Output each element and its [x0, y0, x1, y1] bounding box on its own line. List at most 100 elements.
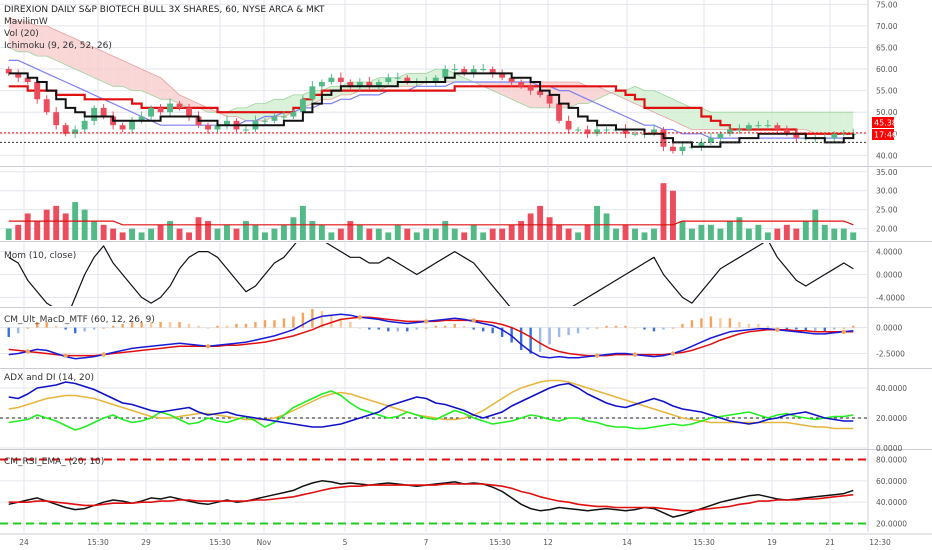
macd-cross-dot	[775, 327, 780, 332]
volume-bar	[394, 224, 401, 240]
macd-histogram-bar	[538, 327, 542, 352]
volume-bar	[679, 221, 686, 240]
x-tick-label: 21	[825, 538, 835, 547]
macd-histogram-bar	[671, 327, 675, 329]
macd-histogram-bar	[548, 327, 551, 345]
candle-body	[594, 129, 600, 134]
rsi-ema-line	[8, 483, 854, 512]
volume-panel[interactable]	[5, 183, 857, 240]
macd-histogram-bar	[852, 325, 855, 328]
macd-histogram-bar	[339, 318, 343, 328]
macd-histogram-bar	[823, 327, 826, 332]
macd-histogram-bar	[254, 322, 257, 328]
volume-bar	[603, 213, 610, 240]
candle-body	[176, 103, 183, 108]
last-price-tag: 45.38	[872, 117, 897, 128]
macd-histogram-bar	[26, 327, 29, 329]
y-tick-label: 0.0000	[876, 271, 902, 280]
macd-histogram-bar	[92, 327, 96, 330]
ichimoku-cloud-segment	[682, 103, 692, 130]
candle-body	[157, 107, 164, 113]
candle-body	[432, 77, 439, 82]
volume-bar	[356, 224, 363, 240]
ichimoku-cloud-segment	[805, 112, 816, 134]
volume-bar	[594, 205, 600, 240]
candle-body	[840, 133, 847, 135]
candle-body	[53, 112, 60, 126]
candle-body	[309, 86, 316, 100]
y-tick-label: -4.0000	[876, 293, 905, 302]
macd-histogram-bar	[633, 327, 637, 329]
macd-histogram-bar	[244, 323, 248, 328]
candle-body	[214, 125, 221, 130]
volume-bar	[347, 221, 354, 240]
candle-body	[375, 82, 382, 87]
candle-body	[356, 82, 363, 87]
candle-body	[404, 77, 411, 82]
ichimoku-cloud-segment	[170, 86, 180, 104]
macd-histogram-bar	[73, 327, 77, 334]
ichimoku-cloud-segment	[653, 90, 664, 117]
macd-histogram-bar	[396, 327, 399, 332]
macd-histogram-bar	[804, 327, 808, 332]
candle-body	[451, 69, 458, 71]
volume-bar	[717, 228, 724, 240]
volume-bar	[413, 232, 420, 240]
candle-body	[394, 77, 401, 79]
macd-histogram-bar	[206, 327, 210, 329]
ichimoku-span-a	[8, 47, 854, 113]
macd-histogram-bar	[273, 320, 276, 328]
macd-histogram-bar	[709, 316, 713, 328]
volume-bar	[432, 228, 439, 240]
macd-panel[interactable]	[7, 309, 855, 360]
y-tick-label: 65.00	[876, 43, 898, 52]
macd-histogram-bar	[728, 318, 732, 328]
macd-cross-dot	[424, 319, 429, 324]
candle-body	[461, 69, 468, 74]
candle-body	[186, 107, 192, 117]
macd-histogram-bar	[282, 318, 286, 328]
macd-histogram-bar	[738, 322, 741, 328]
candle-body	[385, 77, 392, 82]
volume-bar	[812, 209, 819, 240]
candle-body	[290, 112, 297, 117]
volume-bar	[831, 228, 838, 240]
volume-bar	[499, 228, 506, 240]
volume-bar	[755, 224, 762, 240]
macd-histogram-bar	[140, 322, 143, 328]
macd-histogram-bar	[690, 320, 694, 328]
last-price-value: 45.38	[874, 119, 897, 128]
rsi-panel[interactable]	[0, 458, 868, 525]
di-plus-line	[8, 390, 854, 431]
volume-bar	[404, 228, 411, 240]
momentum-line	[8, 243, 854, 306]
volume-bar	[850, 232, 857, 240]
macd-histogram-bar	[481, 327, 485, 332]
ichimoku-cloud-segment	[767, 112, 778, 130]
volume-bar	[186, 232, 192, 240]
adx-panel[interactable]	[0, 379, 868, 431]
macd-histogram-bar	[785, 327, 789, 330]
momentum-panel[interactable]	[8, 229, 854, 338]
x-tick-label: 19	[767, 538, 777, 547]
candle-body	[271, 116, 278, 121]
candle-body	[299, 99, 306, 113]
candle-body	[546, 94, 553, 104]
price-panel[interactable]	[0, 16, 868, 156]
candle-body	[556, 103, 563, 121]
candle-body	[565, 120, 572, 130]
y-tick-label: 50.00	[876, 108, 898, 117]
candle-body	[584, 129, 591, 134]
candle-body	[337, 77, 344, 82]
ichimoku-cloud-segment	[559, 82, 569, 108]
macd-histogram-bar	[595, 327, 599, 329]
candle-body	[129, 120, 136, 130]
ichimoku-cloud-segment	[37, 25, 47, 57]
bar-timer-tag: 17:46	[872, 129, 897, 140]
volume-bar	[385, 232, 392, 240]
candle-body	[167, 103, 173, 113]
ichimoku-cloud-segment	[758, 112, 768, 130]
macd-cross-dot	[594, 353, 600, 358]
candle-body	[138, 116, 145, 121]
y-tick-label: 0.0000	[876, 444, 902, 453]
